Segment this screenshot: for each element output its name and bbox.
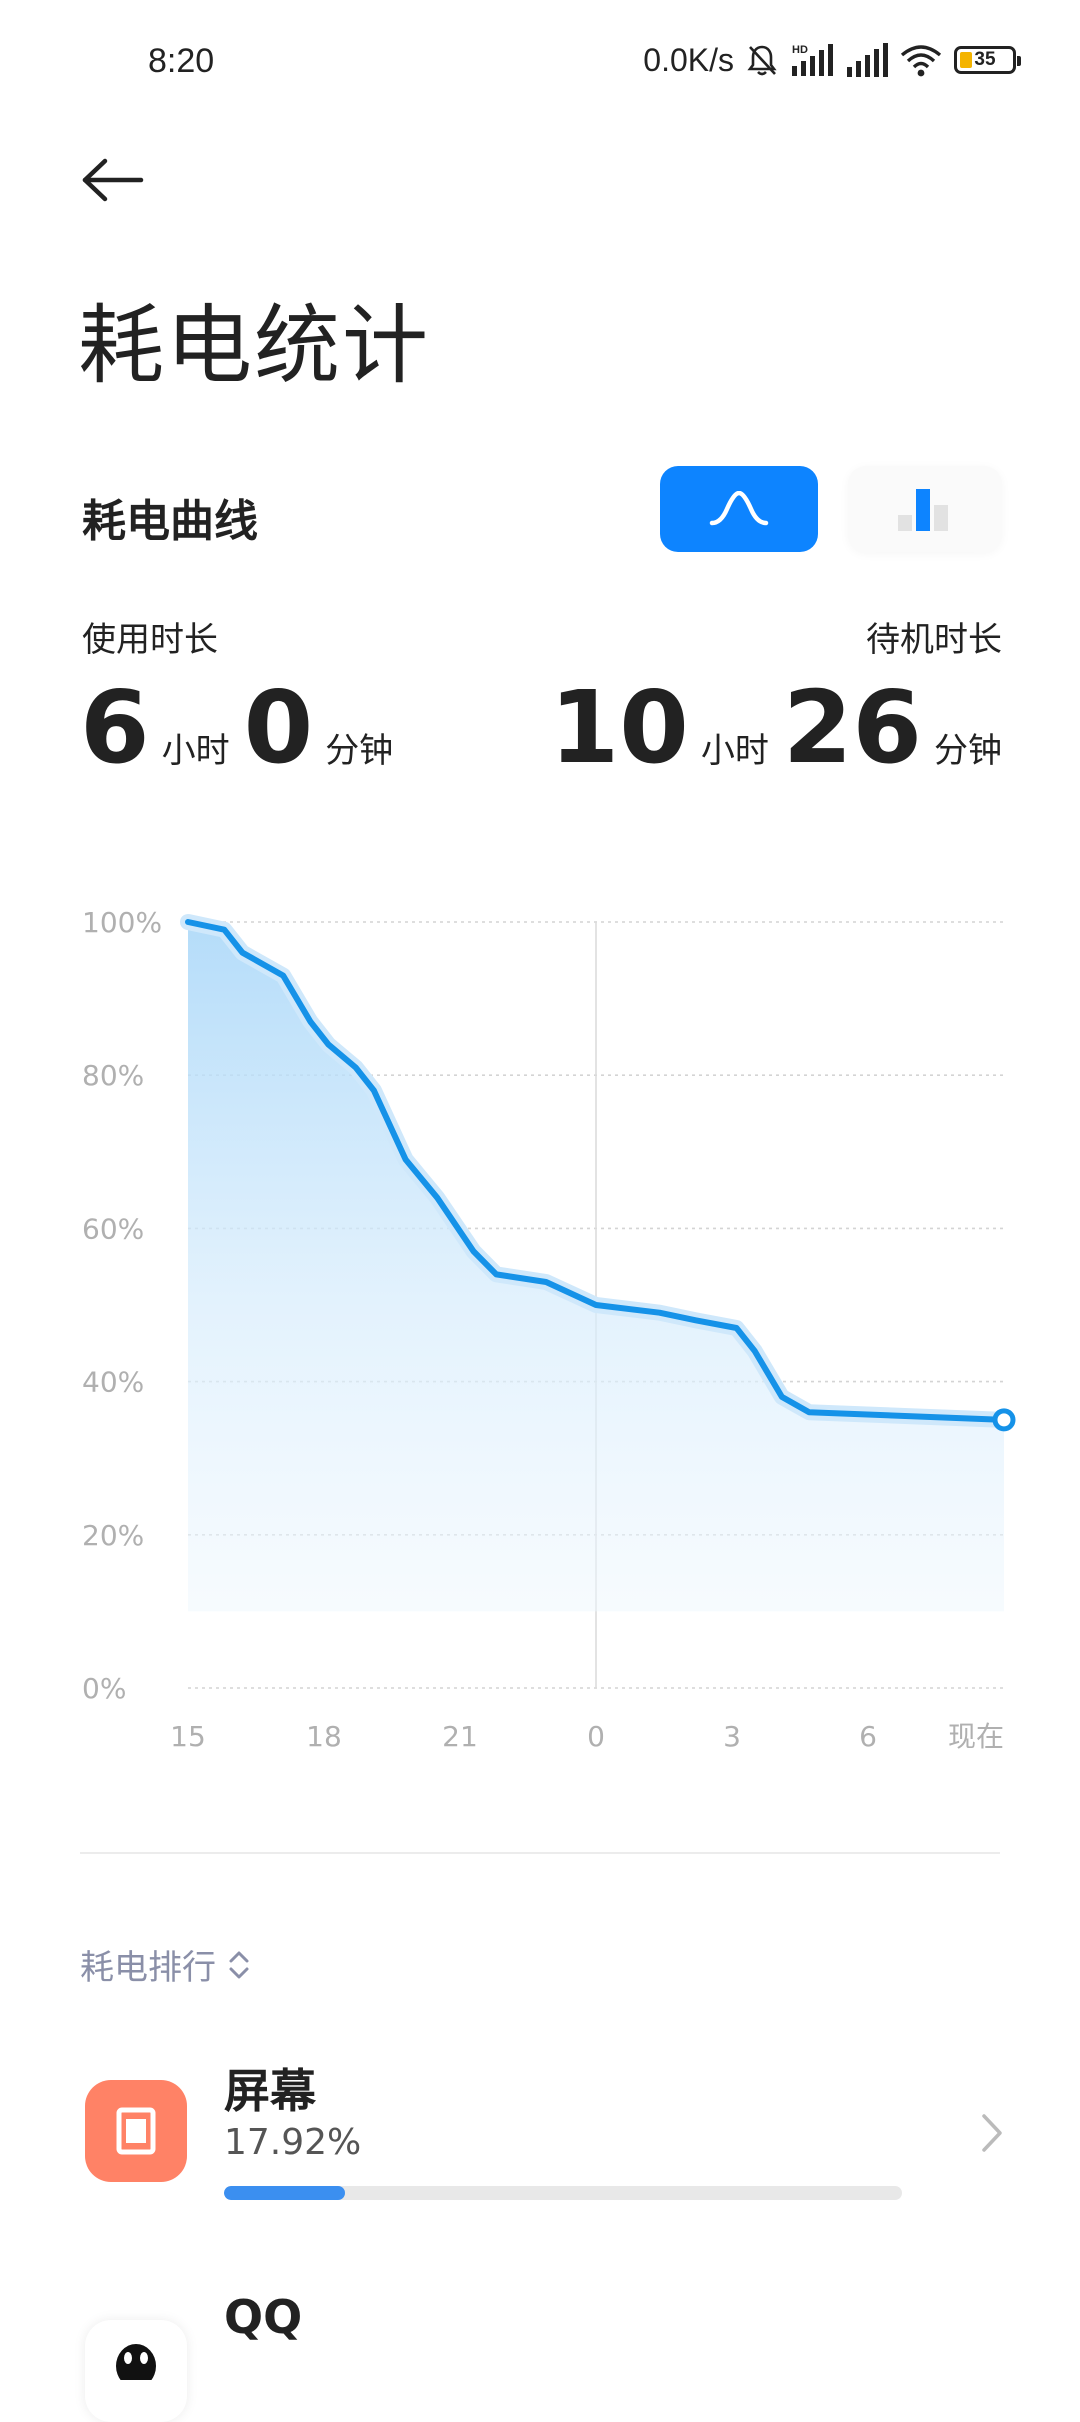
screen-icon (85, 2080, 187, 2182)
svg-text:HD: HD (792, 44, 808, 56)
chart-point (779, 1394, 784, 1399)
section-title: 耗电曲线 (82, 496, 258, 547)
ranking-item-percent: 17.92% (224, 2122, 362, 2163)
progress-fill (224, 2186, 346, 2200)
signal-hd-icon: HD (792, 44, 833, 76)
x-tick-label: 3 (723, 1720, 741, 1753)
standby-hours: 10 (549, 669, 689, 786)
y-tick-label: 60% (82, 1212, 144, 1245)
battery-icon: 35 (954, 46, 1021, 74)
battery-curve-chart[interactable]: 100% 80% 60% 40% 20% 0% 15 18 21 0 3 6 现在 (0, 880, 1080, 1760)
divider (80, 1852, 1000, 1854)
chart-point (693, 1318, 698, 1323)
chart-point (371, 1088, 376, 1093)
use-duration-label: 使用时长 (82, 620, 218, 660)
use-hours: 6 (80, 669, 150, 786)
chart-point (471, 1249, 476, 1254)
y-tick-label: 80% (82, 1059, 144, 1092)
power-ranking-sort[interactable]: 耗电排行 (80, 1940, 250, 1989)
page-title: 耗电统计 (78, 296, 430, 396)
curve-icon (709, 491, 769, 526)
bar-chart-icon (898, 489, 948, 531)
signal-icon (847, 43, 888, 77)
y-tick-label: 100% (82, 906, 162, 939)
y-tick-label: 40% (82, 1366, 144, 1399)
ranking-item-progress (224, 2186, 902, 2200)
chart-point (734, 1325, 739, 1330)
chart-point (544, 1280, 549, 1285)
net-speed: 0.0K/s (643, 41, 734, 78)
status-icons: 0.0K/s HD 35 (643, 40, 1021, 80)
status-time: 8:20 (148, 42, 215, 80)
standby-duration-value: 10 小时 26 分钟 (550, 678, 1002, 778)
x-tick-label: 6 (859, 1720, 877, 1753)
chart-point (222, 927, 227, 932)
chart-point (326, 1042, 331, 1047)
current-level-marker (992, 1408, 1016, 1432)
ranking-item-name[interactable]: 屏幕 (224, 2064, 316, 2118)
use-minutes: 0 (243, 669, 314, 786)
back-button[interactable] (78, 145, 148, 215)
chart-area-fill (188, 922, 1004, 1612)
chart-point (353, 1065, 358, 1070)
x-tick-label: 21 (442, 1720, 478, 1753)
standby-minutes-unit: 分钟 (934, 731, 1002, 771)
ranking-item-name[interactable]: QQ (224, 2290, 303, 2344)
use-duration-value: 6 小时 0 分钟 (80, 678, 407, 778)
x-tick-label: 18 (306, 1720, 342, 1753)
y-tick-label: 0% (82, 1672, 126, 1705)
chevron-right-icon[interactable] (972, 2108, 1012, 2158)
chart-point (752, 1348, 757, 1353)
arrow-left-icon (82, 158, 144, 202)
chart-point (403, 1157, 408, 1162)
x-tick-label: 现在 (948, 1720, 1004, 1753)
chart-point (281, 973, 286, 978)
chart-point (186, 920, 190, 924)
y-tick-label: 20% (82, 1519, 144, 1552)
chart-point (657, 1310, 662, 1315)
chart-point (308, 1019, 313, 1024)
chart-point (594, 1303, 598, 1307)
chart-point (435, 1195, 440, 1200)
bell-off-icon (747, 45, 777, 76)
curve-view-toggle[interactable] (660, 466, 818, 552)
standby-hours-unit: 小时 (700, 731, 769, 771)
standby-duration-label: 待机时长 (866, 620, 1002, 660)
x-tick-label: 0 (587, 1720, 605, 1753)
bar-view-toggle[interactable] (848, 466, 1002, 552)
wifi-icon (900, 45, 942, 77)
ranking-label: 耗电排行 (80, 1948, 216, 1988)
chart-point (807, 1410, 812, 1415)
battery-level: 35 (974, 49, 996, 70)
use-hours-unit: 小时 (161, 731, 230, 771)
standby-minutes: 26 (782, 669, 922, 786)
x-tick-label: 15 (170, 1720, 206, 1753)
chart-point (494, 1272, 499, 1277)
chart-point (240, 950, 245, 955)
use-minutes-unit: 分钟 (325, 731, 394, 771)
qq-icon (85, 2320, 187, 2422)
sort-updown-icon (229, 1951, 249, 1978)
